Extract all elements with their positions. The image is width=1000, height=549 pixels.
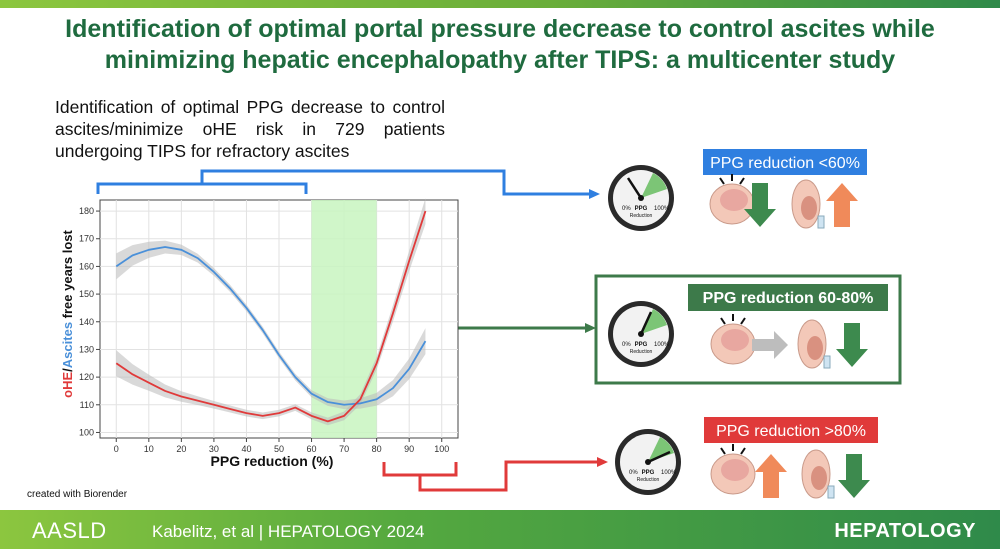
gauge-sub: Reduction bbox=[630, 349, 653, 355]
x-tick-label: 0 bbox=[114, 444, 119, 454]
y-axis-ticks: 100 110 120 130 140 150 160 170 180 bbox=[79, 206, 100, 437]
top-accent-bar bbox=[0, 0, 1000, 8]
y-label-rest: free years lost bbox=[60, 230, 75, 322]
confidence-bands bbox=[116, 198, 426, 426]
panel-optimal-frame bbox=[594, 274, 902, 385]
chart-lines bbox=[115, 210, 427, 423]
x-tick-label: 30 bbox=[209, 444, 219, 454]
title-line-1: Identification of optimal portal pressur… bbox=[65, 15, 935, 43]
red-connector bbox=[382, 457, 608, 492]
x-tick-label: 10 bbox=[144, 444, 154, 454]
x-tick-label: 50 bbox=[274, 444, 284, 454]
x-tick-label: 60 bbox=[307, 444, 317, 454]
aasld-logo: AASLD bbox=[32, 518, 107, 543]
gauge-min: 0% bbox=[629, 470, 638, 476]
gauge-max: 100% bbox=[661, 470, 677, 476]
confidence-band-ascites bbox=[116, 240, 426, 410]
x-tick-label: 90 bbox=[404, 444, 414, 454]
gauge-min: 0% bbox=[622, 342, 631, 348]
abdomen-icon bbox=[791, 179, 825, 229]
gauge-icon: 0% 100% PPG Reduction bbox=[608, 301, 674, 367]
y-tick-label: 120 bbox=[79, 372, 94, 382]
title-line-2: minimizing hepatic encephalopathy after … bbox=[104, 46, 896, 74]
gauge-max: 100% bbox=[654, 342, 670, 348]
brain-icon bbox=[710, 444, 756, 495]
citation: Kabelitz, et al | HEPATOLOGY 2024 bbox=[152, 522, 425, 541]
arrow-up-icon bbox=[755, 454, 787, 498]
gauge-sub: Reduction bbox=[630, 213, 653, 219]
x-axis-label: PPG reduction (%) bbox=[211, 453, 334, 469]
blue-connector bbox=[96, 169, 600, 199]
brain-icon bbox=[709, 174, 755, 225]
gauge-icon: 0% 100% PPG Reduction bbox=[608, 165, 674, 231]
credit-text: created with Biorender bbox=[27, 489, 128, 500]
y-tick-label: 150 bbox=[79, 289, 94, 299]
y-label-slash: / bbox=[60, 368, 75, 372]
series-line-ascites bbox=[115, 246, 427, 406]
study-description: Identification of optimal PPG decrease t… bbox=[55, 97, 445, 161]
x-tick-label: 40 bbox=[241, 444, 251, 454]
gauge-max: 100% bbox=[654, 206, 670, 212]
panel-high: PPG reduction >80% 0% 100% PPG Reduction bbox=[615, 417, 878, 499]
y-tick-label: 180 bbox=[79, 206, 94, 216]
x-axis-ticks: 0 10 20 30 40 50 60 70 80 90 100 bbox=[114, 438, 449, 454]
brain-icon bbox=[710, 314, 756, 365]
arrow-down-icon bbox=[744, 183, 776, 227]
gauge-text: PPG bbox=[642, 470, 655, 476]
gauge-min: 0% bbox=[622, 206, 631, 212]
panel-optimal-label-box bbox=[688, 284, 888, 311]
panel-low: PPG reduction <60% 0% 100% PPG Reduction bbox=[608, 149, 867, 231]
panel-high-label-box bbox=[704, 417, 878, 443]
arrow-down-icon bbox=[838, 454, 870, 498]
y-label-ohe: oHE bbox=[60, 371, 75, 397]
abdomen-icon bbox=[797, 319, 831, 369]
arrow-up-icon bbox=[826, 183, 858, 227]
y-label-ascites: Ascites bbox=[60, 322, 75, 368]
x-tick-label: 80 bbox=[372, 444, 382, 454]
gauge-sub: Reduction bbox=[637, 477, 660, 483]
y-tick-label: 140 bbox=[79, 317, 94, 327]
panel-optimal-label: PPG reduction 60-80% bbox=[703, 290, 874, 307]
y-tick-label: 160 bbox=[79, 261, 94, 271]
panel-low-label: PPG reduction <60% bbox=[710, 155, 860, 172]
panel-high-label: PPG reduction >80% bbox=[716, 423, 866, 440]
y-tick-label: 130 bbox=[79, 344, 94, 354]
arrow-right-icon bbox=[752, 331, 788, 359]
gauge-text: PPG bbox=[635, 342, 648, 348]
panel-optimal: PPG reduction 60-80% 0% 100% PPG Reducti… bbox=[594, 274, 902, 385]
abdomen-icon bbox=[801, 449, 835, 499]
arrow-down-icon bbox=[836, 323, 868, 367]
y-tick-label: 110 bbox=[80, 400, 94, 410]
y-axis-label: oHE/Ascites free years lost bbox=[60, 230, 75, 398]
gauge-text: PPG bbox=[635, 206, 648, 212]
y-tick-label: 100 bbox=[79, 427, 94, 437]
journal-name: HEPATOLOGY bbox=[834, 520, 976, 542]
x-tick-label: 100 bbox=[434, 444, 449, 454]
series-line-ohe bbox=[115, 210, 427, 423]
panel-low-label-box bbox=[703, 149, 867, 175]
ppg-chart: 0 10 20 30 40 50 60 70 80 90 100 100 110 120 130 140 15… bbox=[60, 198, 459, 469]
page-title: Identification of optimal portal pressur… bbox=[20, 14, 980, 76]
gauge-icon: 0% 100% PPG Reduction bbox=[615, 429, 681, 495]
y-tick-label: 170 bbox=[79, 234, 94, 244]
x-tick-label: 20 bbox=[176, 444, 186, 454]
x-tick-label: 70 bbox=[339, 444, 349, 454]
footer-bar bbox=[0, 510, 1000, 549]
